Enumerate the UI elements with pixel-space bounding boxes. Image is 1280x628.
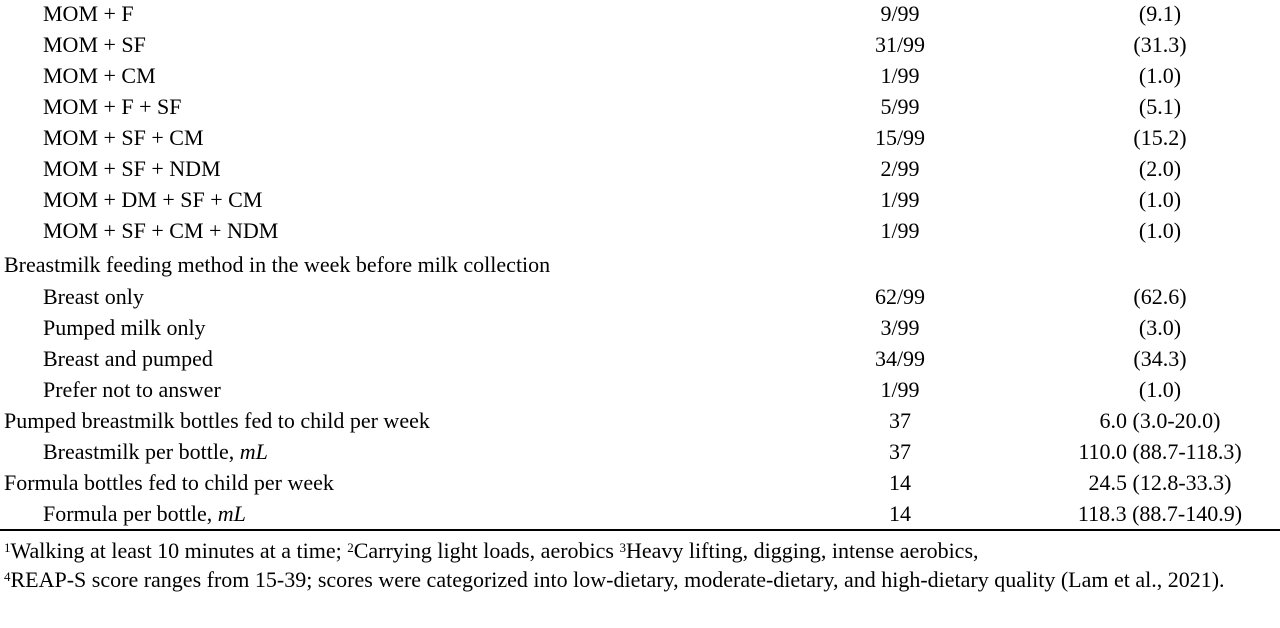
count-cell: 37 [889, 408, 911, 433]
table-row: Breast only 62/99 (62.6) [0, 281, 1280, 312]
value-cell: (5.1) [1138, 94, 1182, 119]
table-row: Pumped breastmilk bottles fed to child p… [0, 405, 1280, 436]
row-label-text: Formula per bottle, [43, 501, 218, 526]
row-label: Formula bottles fed to child per week [4, 470, 334, 495]
row-label: MOM + SF + CM + NDM [43, 218, 279, 243]
count-cell: 14 [889, 470, 911, 495]
value-cell: 118.3 (88.7-140.9) [1077, 501, 1243, 526]
footnote-text: Walking at least 10 minutes at a time; [10, 538, 348, 563]
footnote-marker: 4 [4, 569, 11, 584]
table-row: MOM + F + SF 5/99 (5.1) [0, 91, 1280, 122]
table-row: Prefer not to answer 1/99 (1.0) [0, 374, 1280, 405]
footnote-marker: 1 [4, 540, 11, 555]
value-cell: (1.0) [1138, 187, 1182, 212]
section-heading: Breastmilk feeding method in the week be… [4, 252, 551, 277]
section-heading-row: Breastmilk feeding method in the week be… [0, 249, 1280, 280]
count-cell: 14 [889, 501, 911, 526]
table-row: MOM + DM + SF + CM 1/99 (1.0) [0, 184, 1280, 215]
value-cell: (1.0) [1138, 218, 1182, 243]
count-cell: 3/99 [880, 315, 920, 340]
table-row: Formula bottles fed to child per week 14… [0, 467, 1280, 498]
table-footnote: 1Walking at least 10 minutes at a time; … [4, 536, 1264, 594]
footnote-marker: 2 [347, 540, 354, 555]
row-label: MOM + SF [43, 32, 146, 57]
table-row: MOM + SF + CM 15/99 (15.2) [0, 122, 1280, 153]
unit-label: mL [217, 501, 246, 526]
count-cell: 34/99 [874, 346, 926, 371]
count-cell: 62/99 [874, 284, 926, 309]
value-cell: 24.5 (12.8-33.3) [1088, 470, 1232, 495]
table-row: MOM + SF + CM + NDM 1/99 (1.0) [0, 215, 1280, 246]
table-row: Breastmilk per bottle, mL 37 110.0 (88.7… [0, 436, 1280, 467]
count-cell: 5/99 [880, 94, 920, 119]
value-cell: (3.0) [1138, 315, 1182, 340]
value-cell: (1.0) [1138, 377, 1182, 402]
value-cell: (62.6) [1133, 284, 1187, 309]
row-label: Formula per bottle, mL [43, 498, 246, 529]
count-cell: 2/99 [880, 156, 920, 181]
row-label: Pumped breastmilk bottles fed to child p… [4, 408, 430, 433]
value-cell: (31.3) [1133, 32, 1187, 57]
count-cell: 1/99 [880, 187, 920, 212]
table-row: MOM + SF + NDM 2/99 (2.0) [0, 153, 1280, 184]
row-label-text: Breastmilk per bottle, [43, 439, 240, 464]
value-cell: 6.0 (3.0-20.0) [1099, 408, 1221, 433]
value-cell: (34.3) [1133, 346, 1187, 371]
row-label: Breast and pumped [43, 346, 213, 371]
row-label: MOM + SF + NDM [43, 156, 221, 181]
value-cell: 110.0 (88.7-118.3) [1078, 439, 1242, 464]
row-label: MOM + CM [43, 63, 156, 88]
unit-label: mL [239, 439, 268, 464]
count-cell: 15/99 [874, 125, 926, 150]
row-label: Pumped milk only [43, 315, 206, 340]
row-label: MOM + F [43, 1, 134, 26]
table-bottom-rule [0, 529, 1280, 531]
table-row: Pumped milk only 3/99 (3.0) [0, 312, 1280, 343]
footnote-marker: 3 [619, 540, 626, 555]
table-row: Breast and pumped 34/99 (34.3) [0, 343, 1280, 374]
value-cell: (2.0) [1138, 156, 1182, 181]
row-label: Prefer not to answer [43, 377, 221, 402]
count-cell: 1/99 [880, 377, 920, 402]
row-label: MOM + DM + SF + CM [43, 187, 263, 212]
value-cell: (9.1) [1138, 1, 1182, 26]
footnote-text: Carrying light loads, aerobics [353, 538, 620, 563]
row-label: Breast only [43, 284, 144, 309]
table-row: MOM + SF 31/99 (31.3) [0, 29, 1280, 60]
count-cell: 1/99 [880, 63, 920, 88]
value-cell: (1.0) [1138, 63, 1182, 88]
table-row: MOM + CM 1/99 (1.0) [0, 60, 1280, 91]
count-cell: 9/99 [880, 1, 920, 26]
value-cell: (15.2) [1133, 125, 1187, 150]
table-row: Formula per bottle, mL 14 118.3 (88.7-14… [0, 498, 1280, 529]
row-label: Breastmilk per bottle, mL [43, 436, 268, 467]
count-cell: 37 [889, 439, 911, 464]
row-label: MOM + SF + CM [43, 125, 204, 150]
row-label: MOM + F + SF [43, 94, 182, 119]
table-row: MOM + F 9/99 (9.1) [0, 0, 1280, 29]
count-cell: 31/99 [874, 32, 926, 57]
footnote-text: Heavy lifting, digging, intense aerobics… [625, 538, 979, 563]
footnote-text: REAP-S score ranges from 15-39; scores w… [10, 567, 1225, 592]
count-cell: 1/99 [880, 218, 920, 243]
